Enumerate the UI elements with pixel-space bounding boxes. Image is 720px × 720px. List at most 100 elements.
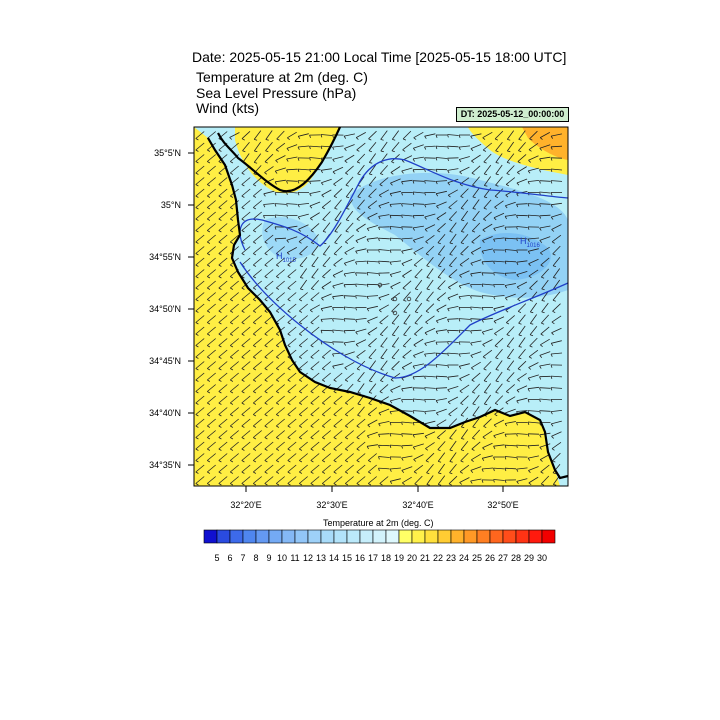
wind-barb — [253, 418, 262, 427]
wind-barb — [253, 315, 262, 323]
lat-label: 35°N — [160, 200, 181, 210]
wind-barb-feather — [493, 308, 496, 312]
wind-barb — [207, 292, 216, 300]
wind-barb-feather — [527, 203, 530, 207]
wind-barb — [459, 282, 470, 287]
wind-barb-feather — [438, 484, 442, 486]
wind-barb — [471, 234, 481, 243]
wind-barb-feather — [412, 387, 415, 391]
wind-barb — [460, 199, 469, 209]
wind-barb-feather — [470, 262, 474, 266]
wind-barb — [230, 372, 239, 381]
wind-barb-feather — [207, 184, 211, 187]
wind-barb — [242, 142, 250, 151]
wind-barb — [264, 280, 274, 289]
wind-barb-feather — [332, 275, 336, 278]
colorbar-swatch — [242, 529, 257, 544]
wind-barb-feather — [401, 181, 404, 185]
wind-barb — [412, 191, 425, 194]
wind-barb — [344, 259, 355, 264]
wind-barb — [437, 245, 446, 255]
wind-barb-feather — [207, 287, 211, 290]
wind-barb — [195, 453, 205, 461]
wind-barb — [436, 398, 447, 401]
wind-barb-feather — [504, 238, 507, 242]
wind-barb-feather — [380, 346, 384, 348]
wind-barb-feather — [369, 380, 373, 383]
wind-barb-feather — [505, 194, 509, 198]
wind-barb — [309, 157, 321, 159]
wind-barb-feather — [470, 273, 473, 277]
wind-barb-feather — [320, 134, 323, 138]
wind-barb-feather — [438, 472, 442, 475]
wind-barb-feather — [207, 414, 211, 417]
wind-barb — [424, 340, 436, 344]
wind-barb-feather — [253, 391, 257, 394]
wind-barb-feather — [516, 274, 519, 278]
wind-barb — [551, 420, 562, 425]
wind-barb-feather — [426, 277, 430, 279]
wind-barb-feather — [389, 226, 392, 230]
wind-barb — [207, 430, 216, 438]
wind-barb-feather — [333, 402, 337, 405]
wind-barb-feather — [286, 203, 288, 207]
wind-barb-feather — [333, 414, 337, 417]
wind-barb-feather — [207, 345, 211, 348]
wind-barb-feather — [539, 387, 541, 391]
wind-barb — [389, 203, 402, 205]
wind-barb — [207, 361, 216, 369]
wind-barb — [389, 433, 402, 435]
wind-barb — [495, 360, 503, 370]
wind-barb — [218, 476, 228, 484]
wind-barb-feather — [472, 415, 476, 417]
wind-barb — [195, 418, 205, 427]
wind-barb-feather — [195, 184, 199, 187]
wind-barb — [322, 257, 331, 266]
wind-barb-feather — [264, 310, 268, 313]
wind-barb-feather — [334, 231, 338, 233]
wind-barb — [321, 200, 332, 208]
wind-barb — [287, 280, 297, 289]
wind-barb — [552, 245, 561, 255]
wind-barb — [426, 291, 434, 301]
wind-barb — [195, 223, 205, 231]
wind-barb-feather — [253, 333, 257, 336]
wind-barb-feather — [458, 318, 461, 322]
wind-barb-feather — [470, 342, 473, 346]
wind-barb — [230, 303, 239, 312]
wind-barb — [380, 348, 388, 359]
wind-barb — [505, 283, 516, 286]
wind-barb-feather — [527, 238, 530, 242]
wind-barb — [218, 315, 228, 323]
wind-barb — [274, 237, 287, 240]
wind-barb-feather — [436, 309, 440, 313]
wind-barb — [447, 386, 459, 390]
wind-barb-feather — [481, 319, 484, 323]
wind-barb-feather — [412, 422, 415, 426]
colorbar-tick-label: 24 — [458, 553, 470, 563]
wind-barb — [516, 271, 528, 275]
wind-barb — [230, 142, 239, 151]
wind-barb — [332, 352, 344, 355]
wind-barb — [401, 410, 413, 412]
wind-barb-feather — [264, 368, 268, 371]
wind-barb-feather — [276, 333, 280, 336]
wind-barb — [253, 338, 262, 346]
wind-barb — [529, 280, 538, 289]
wind-barb — [366, 295, 379, 297]
wind-barb-feather — [310, 391, 314, 394]
wind-barb-feather — [550, 146, 553, 150]
wind-barb-feather — [309, 157, 311, 161]
wind-barb — [299, 384, 308, 392]
wind-barb — [275, 142, 286, 151]
wind-barb — [390, 478, 401, 482]
wind-barb — [368, 453, 377, 461]
wind-barb-feather — [207, 241, 211, 244]
wind-barb-feather — [516, 237, 518, 242]
wind-barb-feather — [195, 161, 199, 164]
wind-barb — [333, 257, 343, 266]
wind-barb-feather — [552, 253, 556, 256]
wind-barb-feather — [540, 264, 544, 267]
wind-barb-feather — [276, 138, 280, 141]
wind-barb-feather — [241, 437, 245, 440]
